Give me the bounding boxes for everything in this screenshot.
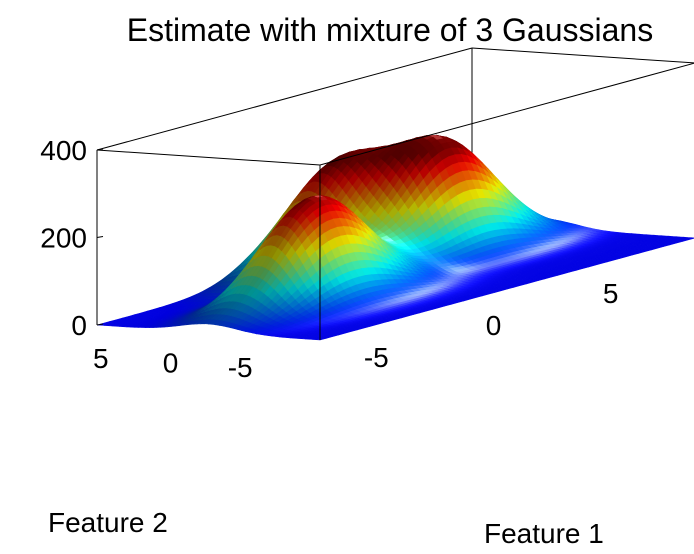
- y-tick-label: -5: [228, 352, 253, 383]
- y-axis-label: Feature 2: [48, 507, 168, 538]
- x-tick-label: 5: [603, 278, 619, 309]
- chart-title: Estimate with mixture of 3 Gaussians: [127, 12, 653, 48]
- x-tick-label: -5: [364, 342, 389, 373]
- x-axis-label: Feature 1: [484, 518, 604, 549]
- z-tick-label: 200: [40, 223, 87, 254]
- box-edge: [96, 47, 473, 151]
- x-tick-label: 0: [486, 310, 502, 341]
- z-tick-label: 400: [40, 135, 87, 166]
- surface-plot: [96, 134, 694, 341]
- z-tick-mark: [96, 236, 104, 238]
- z-tick-label: 0: [71, 310, 87, 341]
- y-tick-label: 5: [93, 343, 109, 374]
- box-edge: [96, 149, 321, 166]
- y-tick-label: 0: [163, 348, 179, 379]
- box-edge: [471, 47, 694, 64]
- box-edge: [319, 62, 694, 166]
